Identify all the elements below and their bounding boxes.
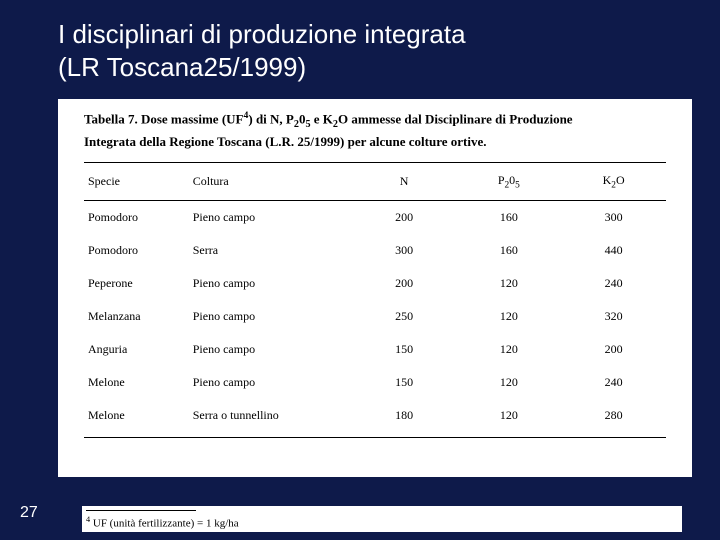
cell-k: 300	[561, 201, 666, 235]
cell-p: 120	[456, 333, 561, 366]
cell-p: 120	[456, 267, 561, 300]
cell-specie: Pomodoro	[84, 201, 189, 235]
cell-k: 440	[561, 234, 666, 267]
content-panel: Tabella 7. Dose massime (UF4) di N, P205…	[58, 99, 692, 477]
title-line-1: I disciplinari di produzione integrata	[58, 19, 466, 49]
col-k: K2O	[561, 162, 666, 200]
cell-coltura: Pieno campo	[189, 366, 352, 399]
footnote-body: UF (unità fertilizzante) = 1 kg/ha	[90, 518, 239, 530]
cell-k: 240	[561, 366, 666, 399]
cell-k: 200	[561, 333, 666, 366]
table-row: MeloneSerra o tunnellino180120280	[84, 399, 666, 438]
table-row: PomodoroSerra300160440	[84, 234, 666, 267]
caption-line-2: Integrata della Regione Toscana (L.R. 25…	[84, 134, 487, 149]
cell-n: 200	[352, 267, 457, 300]
cell-n: 150	[352, 366, 457, 399]
cell-specie: Melone	[84, 366, 189, 399]
cell-specie: Anguria	[84, 333, 189, 366]
caption-text: O ammesse dal Disciplinare di Produzione	[338, 111, 573, 126]
cell-coltura: Serra	[189, 234, 352, 267]
caption-text: e K	[311, 111, 333, 126]
col-k-label: K	[603, 173, 612, 187]
cell-n: 150	[352, 333, 457, 366]
cell-coltura: Pieno campo	[189, 333, 352, 366]
page-number: 27	[20, 504, 38, 522]
cell-specie: Peperone	[84, 267, 189, 300]
table-caption: Tabella 7. Dose massime (UF4) di N, P205…	[84, 109, 666, 152]
table-row: PomodoroPieno campo200160300	[84, 201, 666, 235]
cell-n: 250	[352, 300, 457, 333]
table-row: MelanzanaPieno campo250120320	[84, 300, 666, 333]
cell-coltura: Pieno campo	[189, 267, 352, 300]
col-p-sub: 5	[515, 180, 520, 190]
caption-text: ) di N, P	[248, 111, 294, 126]
cell-k: 280	[561, 399, 666, 438]
cell-specie: Melanzana	[84, 300, 189, 333]
col-specie: Specie	[84, 162, 189, 200]
cell-k: 240	[561, 267, 666, 300]
cell-n: 180	[352, 399, 457, 438]
cell-n: 300	[352, 234, 457, 267]
col-p: P205	[456, 162, 561, 200]
cell-p: 160	[456, 234, 561, 267]
table-body: PomodoroPieno campo200160300PomodoroSerr…	[84, 201, 666, 438]
col-n: N	[352, 162, 457, 200]
table-row: AnguriaPieno campo150120200	[84, 333, 666, 366]
cell-coltura: Serra o tunnellino	[189, 399, 352, 438]
cell-k: 320	[561, 300, 666, 333]
cell-p: 120	[456, 366, 561, 399]
cell-coltura: Pieno campo	[189, 201, 352, 235]
footnote-rule	[86, 510, 196, 511]
caption-text: Tabella 7. Dose massime (UF	[84, 111, 244, 126]
col-coltura: Coltura	[189, 162, 352, 200]
cell-p: 120	[456, 399, 561, 438]
table-header-row: Specie Coltura N P205 K2O	[84, 162, 666, 200]
slide-title: I disciplinari di produzione integrata (…	[0, 0, 720, 99]
title-line-2: (LR Toscana25/1999)	[58, 52, 306, 82]
cell-n: 200	[352, 201, 457, 235]
col-p-label: P	[498, 173, 505, 187]
cell-coltura: Pieno campo	[189, 300, 352, 333]
cell-p: 160	[456, 201, 561, 235]
footnote-area: 4 UF (unità fertilizzante) = 1 kg/ha	[82, 506, 682, 532]
cell-p: 120	[456, 300, 561, 333]
table-row: PeperonePieno campo200120240	[84, 267, 666, 300]
table-row: MelonePieno campo150120240	[84, 366, 666, 399]
dose-table: Specie Coltura N P205 K2O PomodoroPieno …	[84, 162, 666, 438]
cell-specie: Melone	[84, 399, 189, 438]
col-k-suffix: O	[616, 173, 625, 187]
footnote-text: 4 UF (unità fertilizzante) = 1 kg/ha	[86, 515, 678, 530]
cell-specie: Pomodoro	[84, 234, 189, 267]
